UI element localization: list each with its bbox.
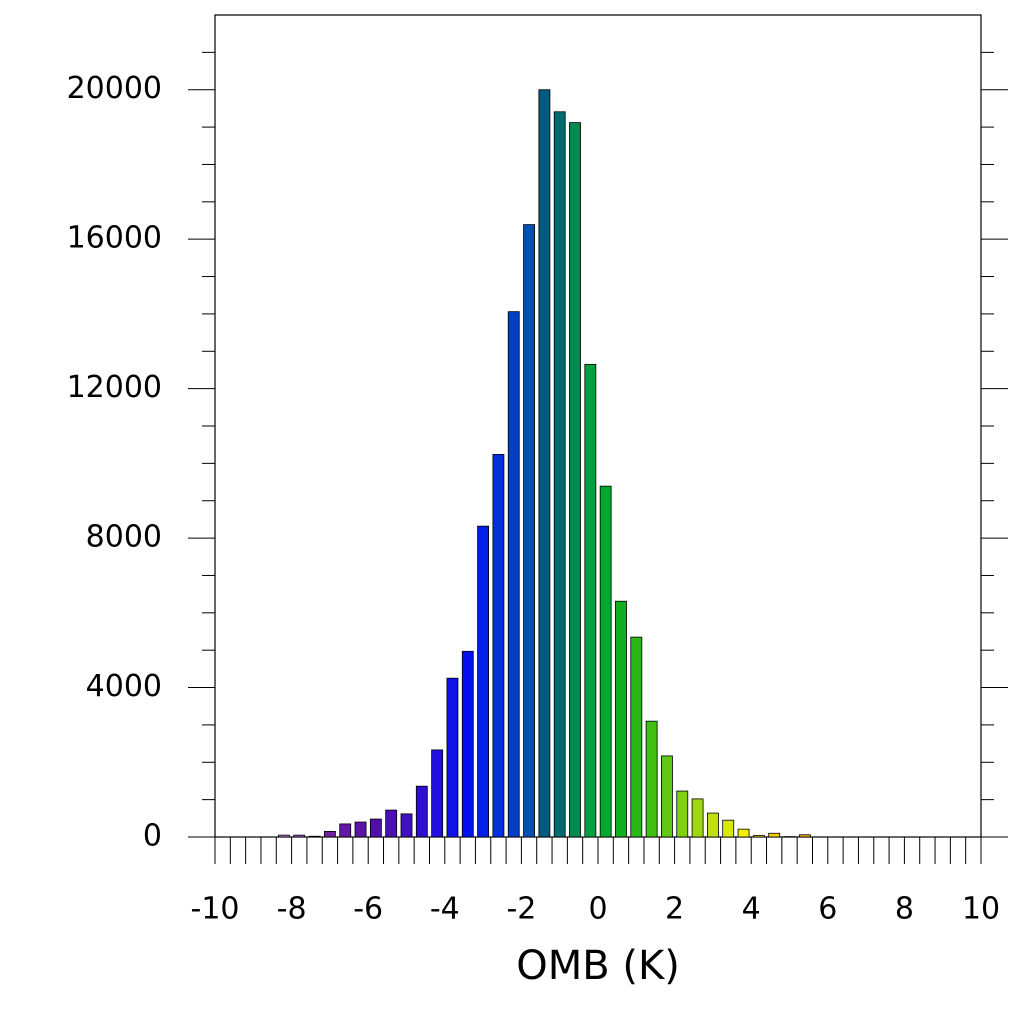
bar <box>507 311 520 838</box>
y-tick-label: 12000 <box>67 370 162 405</box>
x-tick-label: -4 <box>430 892 460 927</box>
y-tick-label: 4000 <box>86 669 162 704</box>
bar <box>323 830 336 838</box>
bar <box>722 819 735 838</box>
bar <box>385 809 398 838</box>
x-tick-label: -8 <box>277 892 307 927</box>
bar <box>369 818 382 838</box>
bar <box>798 834 811 838</box>
bar <box>293 834 306 838</box>
bar <box>615 600 627 838</box>
x-tick-label: -2 <box>506 892 536 927</box>
x-tick-label: -6 <box>353 892 383 927</box>
bar <box>523 224 535 838</box>
bar <box>737 828 750 838</box>
bar <box>752 835 765 838</box>
y-tick-label: 0 <box>143 819 162 854</box>
bar <box>676 790 689 838</box>
bar <box>599 485 612 838</box>
bar <box>553 111 566 838</box>
bar <box>400 813 413 838</box>
bar <box>431 749 444 838</box>
bar <box>477 525 490 838</box>
y-tick-label: 16000 <box>67 221 162 256</box>
x-tick-label: 6 <box>818 892 837 927</box>
bar <box>308 835 321 838</box>
bar <box>538 89 551 838</box>
bar <box>661 755 673 838</box>
bar <box>569 122 581 838</box>
y-tick-label: 20000 <box>67 71 162 106</box>
bar <box>706 812 719 838</box>
x-axis-label: OMB (K) <box>516 943 680 989</box>
bar <box>492 453 505 838</box>
bar <box>354 821 367 838</box>
x-tick-label: 10 <box>962 892 1000 927</box>
x-tick-label: 8 <box>895 892 914 927</box>
x-tick-label: -10 <box>191 892 240 927</box>
bar <box>768 832 781 838</box>
bar <box>645 720 658 838</box>
x-tick-label: 4 <box>742 892 761 927</box>
y-tick-label: 8000 <box>86 520 162 555</box>
bar <box>461 650 474 838</box>
bar <box>691 798 704 838</box>
bar <box>415 785 428 838</box>
bar <box>630 636 643 838</box>
bar <box>339 823 352 838</box>
bar <box>446 677 459 838</box>
x-tick-label: 0 <box>588 892 607 927</box>
plot-frame <box>214 14 982 838</box>
bar <box>584 363 597 838</box>
bar <box>278 834 290 838</box>
x-tick-label: 2 <box>665 892 684 927</box>
